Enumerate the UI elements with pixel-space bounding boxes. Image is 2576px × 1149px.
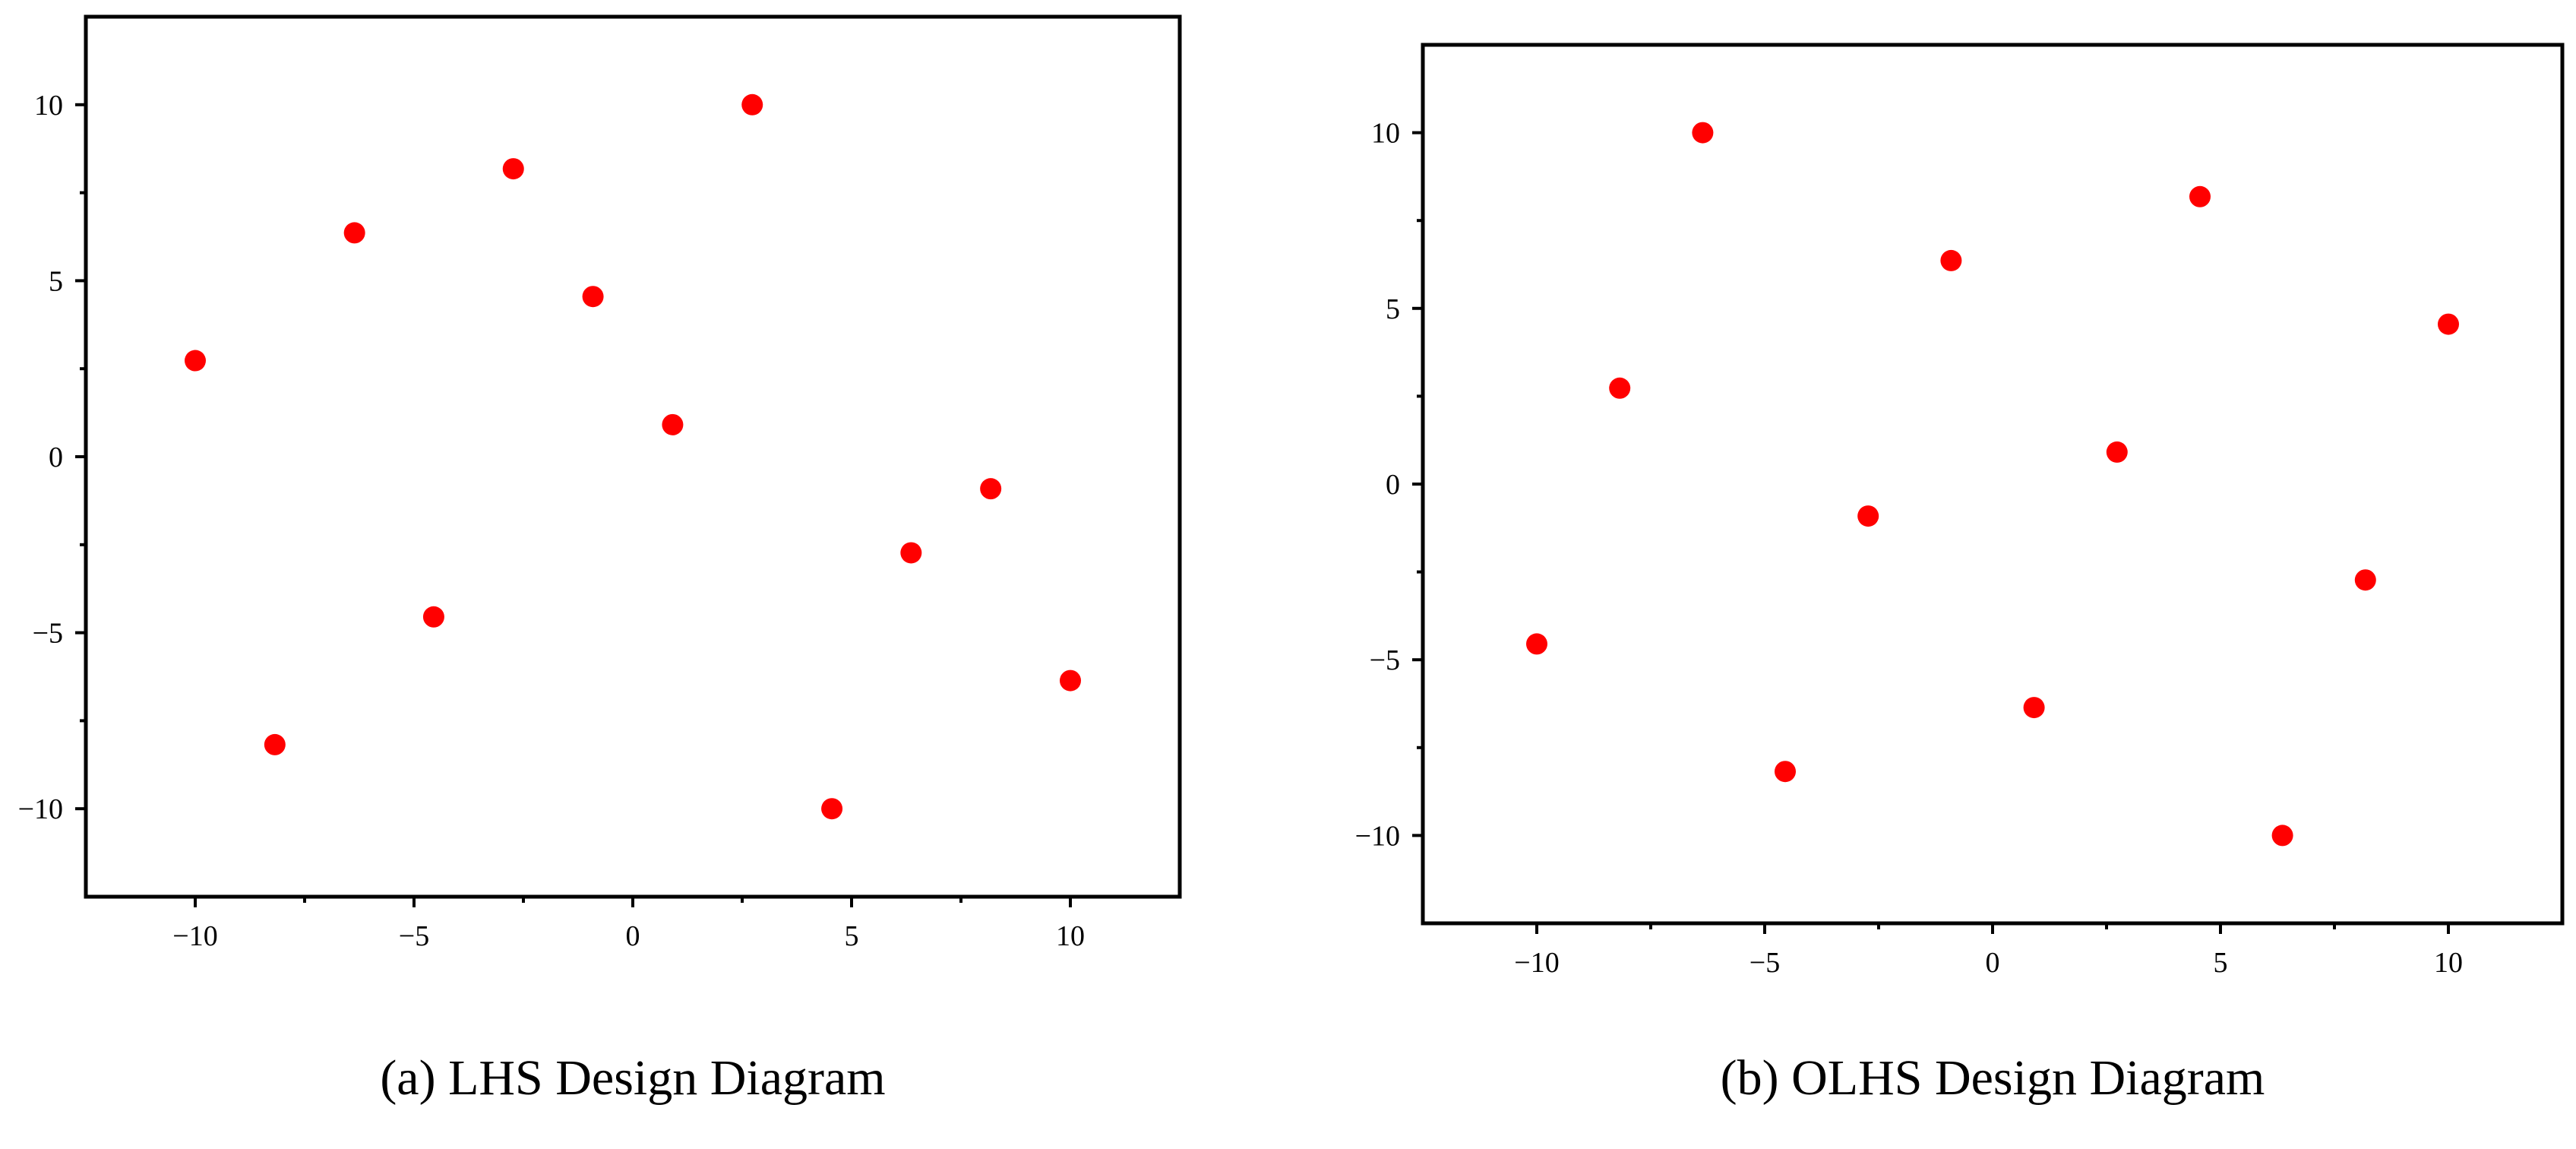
olhs-data-point <box>2189 185 2211 207</box>
lhs-data-point <box>1060 669 1081 692</box>
lhs-design-panel: −10 −5 0 5 10 −10 −5 0 5 10 (a) LHS Design Diagram <box>18 14 1182 1106</box>
lhs-x-tick-label: −10 <box>172 920 217 952</box>
lhs-y-tick-label: 10 <box>34 90 63 122</box>
lhs-data-point <box>821 798 843 820</box>
olhs-x-tick-label: −10 <box>1514 947 1559 979</box>
olhs-y-tick-label: −10 <box>1355 820 1400 852</box>
olhs-data-point <box>1940 249 1962 271</box>
lhs-data-point <box>185 350 206 372</box>
olhs-data-point <box>2438 313 2459 335</box>
olhs-y-tick-label: 0 <box>1386 469 1400 501</box>
lhs-y-tick-label: −10 <box>18 793 63 825</box>
olhs-x-tick-label: 10 <box>2434 947 2463 979</box>
olhs-data-point <box>2354 569 2376 591</box>
olhs-y-tick-label: 10 <box>1371 118 1400 150</box>
olhs-data-point <box>1857 505 1879 527</box>
olhs-data-point <box>1526 633 1547 655</box>
olhs-data-point <box>2271 825 2293 847</box>
olhs-plot-frame <box>1421 43 2565 926</box>
olhs-x-tick-label: 0 <box>1986 947 2000 979</box>
lhs-caption: (a) LHS Design Diagram <box>380 1050 885 1106</box>
olhs-y-tick-label: 5 <box>1386 293 1400 325</box>
lhs-data-point <box>343 222 365 244</box>
olhs-data-point <box>2023 697 2045 719</box>
lhs-data-point <box>741 93 763 116</box>
olhs-data-point <box>2106 441 2128 463</box>
lhs-x-tick-label: 10 <box>1056 920 1085 952</box>
lhs-y-tick-label: −5 <box>33 618 63 650</box>
lhs-data-point <box>502 158 524 180</box>
lhs-data-point <box>900 542 922 564</box>
lhs-data-point <box>264 733 286 755</box>
lhs-plot-frame <box>84 14 1182 899</box>
lhs-data-point <box>662 413 684 435</box>
olhs-x-tick-label: −5 <box>1749 947 1780 979</box>
olhs-x-tick-label: 5 <box>2214 947 2228 979</box>
olhs-data-point <box>1775 761 1796 783</box>
lhs-data-point <box>980 478 1002 500</box>
lhs-x-tick-label: −5 <box>399 920 429 952</box>
lhs-x-tick-label: 5 <box>845 920 859 952</box>
lhs-y-tick-label: 5 <box>49 265 63 297</box>
olhs-y-tick-label: −5 <box>1370 644 1400 676</box>
olhs-data-point <box>1692 122 1714 144</box>
olhs-caption: (b) OLHS Design Diagram <box>1721 1050 2265 1106</box>
lhs-y-tick-label: 0 <box>49 442 63 473</box>
lhs-data-point <box>582 286 604 308</box>
lhs-x-tick-label: 0 <box>626 920 640 952</box>
olhs-design-panel: −10 −5 0 5 10 −10 −5 0 5 10 (b) OLHS Design Diagra… <box>1355 43 2565 1106</box>
olhs-data-point <box>1609 377 1631 399</box>
lhs-data-point <box>422 606 444 628</box>
